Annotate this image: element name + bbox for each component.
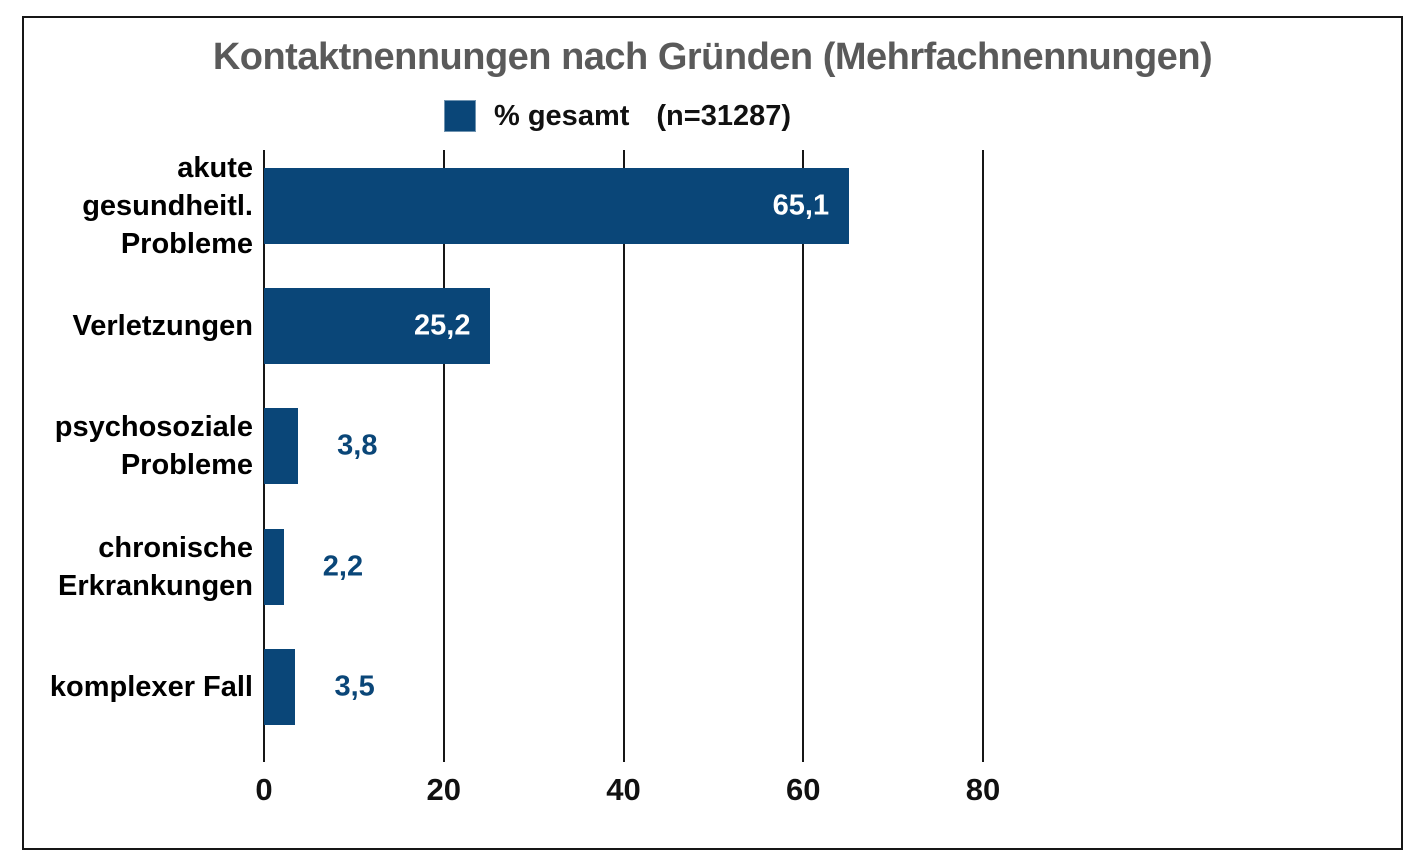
- bar-value-label: 3,5: [334, 670, 375, 703]
- bar-value-label: 3,8: [337, 429, 378, 462]
- category-label: komplexer Fall: [49, 670, 253, 703]
- legend: % gesamt (n=31287): [444, 98, 791, 134]
- legend-sample-size: (n=31287): [656, 99, 791, 132]
- bar: [264, 288, 491, 365]
- gridline: [622, 150, 625, 762]
- legend-series-label: % gesamt: [494, 99, 630, 132]
- bar-value-label: 25,2: [414, 309, 471, 342]
- x-tick-label: 20: [426, 772, 461, 807]
- category-label: akute gesundheitl. Probleme: [82, 152, 253, 260]
- gridline: [442, 150, 445, 762]
- x-tick-label: 80: [965, 772, 1001, 807]
- bar: [264, 648, 296, 725]
- bar: [264, 408, 299, 485]
- legend-swatch-icon: [444, 100, 476, 132]
- plot-area: 0 20 40 60 80 akute gesundheitl. Probleme 65,1 Ve…: [24, 18, 1401, 848]
- bar-value-label: 2,2: [322, 550, 364, 583]
- category-label: psychosoziale Probleme: [54, 411, 253, 482]
- x-tick-label: 40: [606, 772, 641, 807]
- x-tick-label: 0: [255, 772, 273, 807]
- bar: [264, 168, 850, 244]
- category-label: Verletzungen: [72, 310, 254, 343]
- bar-value-label: 65,1: [772, 189, 830, 222]
- chart-frame: Kontaktnennungen nach Gründen (Mehrfachn…: [22, 16, 1403, 850]
- x-tick-label: 60: [786, 772, 821, 807]
- gridline: [802, 150, 805, 762]
- chart-title: Kontaktnennungen nach Gründen (Mehrfachn…: [212, 36, 1213, 78]
- bar: [264, 528, 284, 605]
- gridline: [982, 150, 984, 762]
- category-label: chronische Erkrankungen: [58, 531, 253, 602]
